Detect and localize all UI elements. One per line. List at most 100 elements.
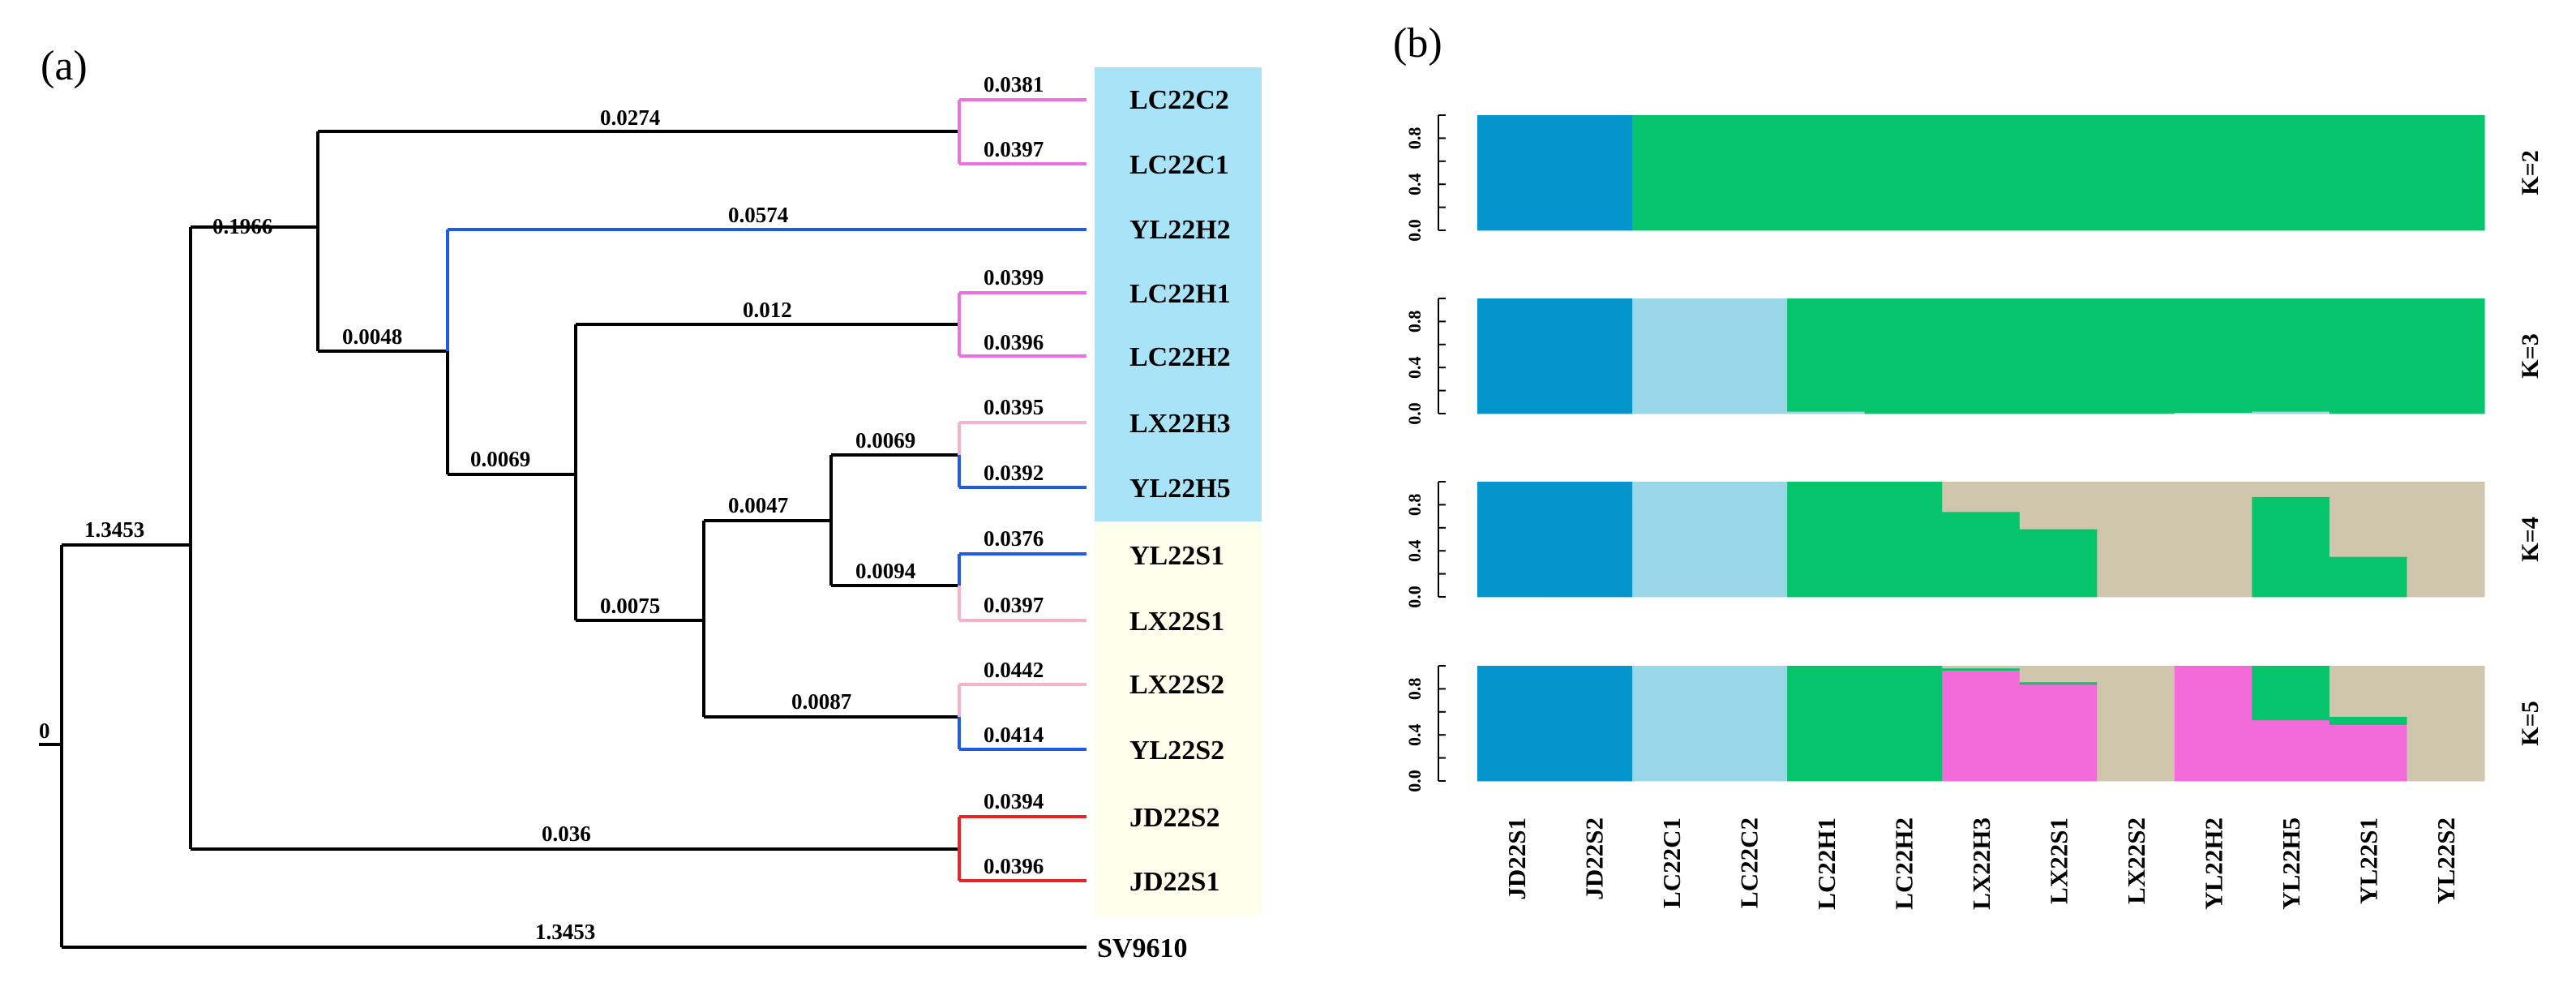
bar-segment — [1787, 115, 1866, 231]
bar-segment — [2252, 666, 2330, 721]
label-root: 0 — [39, 719, 50, 743]
leaf-name: YL22S2 — [1129, 736, 1224, 766]
bar-segment — [2097, 666, 2175, 782]
bar-segment — [1632, 115, 1711, 231]
bar-segment — [2097, 482, 2175, 598]
sample-label: LX22S2 — [2122, 817, 2150, 904]
sample-label: LC22H1 — [1812, 817, 1841, 910]
bar-segment — [1709, 115, 1788, 231]
bar-segment — [2174, 115, 2252, 231]
bar-segment — [1942, 667, 2021, 671]
bar-segment — [2329, 482, 2408, 557]
label-clade-h2-rest: 0.0048 — [342, 324, 402, 349]
label-lc22c1: 0.0397 — [984, 137, 1044, 161]
k-label: K=5 — [2517, 701, 2544, 745]
bar-segment — [1864, 482, 1943, 598]
leaf-name: SV9610 — [1097, 933, 1187, 963]
bar-segment — [1864, 115, 1943, 231]
y-tick-label: 0.0 — [1404, 219, 1425, 242]
bar-segment — [2252, 115, 2330, 231]
y-tick-label: 0.4 — [1404, 356, 1425, 379]
y-tick-label: 0.0 — [1404, 402, 1425, 425]
y-tick-label: 0.8 — [1404, 678, 1425, 701]
bar-segment — [1477, 298, 1556, 414]
bar-segment — [1554, 482, 1633, 598]
label-lx22s1: 0.0397 — [984, 593, 1044, 617]
bar-segment — [1942, 670, 2021, 782]
bar-segment — [1864, 298, 1943, 414]
label-rest-clade: 0.0069 — [470, 447, 530, 471]
structure-plot-K=5: 0.0 0.4 0.8 K=5 — [1404, 665, 2544, 792]
label-lx22h3: 0.0395 — [984, 395, 1044, 419]
bar-segment — [2174, 482, 2252, 598]
y-tick-label: 0.8 — [1404, 127, 1425, 150]
structure-plots: 0.00.40.8K=20.00.40.8K=30.00.40.8K=40.00… — [1404, 114, 2544, 792]
leaf-name: LC22H2 — [1129, 342, 1231, 372]
bar-segment — [1942, 511, 2021, 598]
y-tick-label: 0.8 — [1404, 494, 1425, 517]
bar-segment — [2019, 681, 2098, 685]
panel-a-tree: (a) — [39, 43, 1262, 963]
structure-plot-K=4: 0.0 0.4 0.8 K=4 — [1404, 481, 2544, 608]
bar-segment — [2097, 115, 2175, 231]
leaf-name: YL22H2 — [1129, 215, 1231, 245]
bar-segment — [2097, 298, 2175, 414]
bar-segment — [2329, 298, 2408, 414]
bar-segment — [2019, 482, 2098, 530]
bar-segment — [2407, 666, 2485, 782]
bar-segment — [1787, 666, 1866, 782]
bar-segment — [2252, 496, 2330, 598]
panel-b-label: (b) — [1393, 20, 1442, 66]
bar-segment — [1632, 666, 1711, 782]
label-lc22h1: 0.0399 — [984, 265, 1044, 290]
label-sv9610: 1.3453 — [535, 920, 595, 944]
bar-segment — [1477, 115, 1556, 231]
k-label: K=4 — [2517, 517, 2544, 561]
bar-segment — [1787, 298, 1866, 412]
bar-segment — [2019, 666, 2098, 683]
bar-segment — [2329, 724, 2408, 782]
label-s2-clade: 0.0087 — [791, 689, 851, 714]
bar-segment — [2019, 684, 2098, 782]
sample-label: LC22C2 — [1734, 817, 1763, 908]
k-label: K=3 — [2517, 333, 2544, 378]
sample-label: LC22C1 — [1657, 817, 1686, 908]
label-lx22s2: 0.0442 — [984, 658, 1044, 682]
bar-segment — [2329, 556, 2408, 598]
leaf-name: JD22S1 — [1129, 867, 1219, 897]
label-yl22s2: 0.0414 — [984, 723, 1044, 747]
label-jd-clade: 0.036 — [542, 822, 591, 846]
bar-segment — [2407, 298, 2485, 414]
structure-plot-K=2: 0.0 0.4 0.8 K=2 — [1404, 114, 2544, 242]
sample-label: LC22H2 — [1889, 817, 1918, 910]
structure-plot-K=3: 0.0 0.4 0.8 K=3 — [1404, 298, 2544, 425]
bar-segment — [1477, 482, 1556, 598]
label-s1-clade: 0.0094 — [855, 559, 915, 583]
bar-segment — [2329, 115, 2408, 231]
bar-segment — [1787, 482, 1866, 598]
leaf-name: JD22S2 — [1129, 803, 1219, 833]
bar-segment — [2174, 298, 2252, 413]
leaf-name: LC22H1 — [1129, 279, 1231, 309]
sample-label: YL22S1 — [2355, 817, 2383, 904]
leaf-name: LX22H3 — [1129, 409, 1231, 439]
bar-segment — [1477, 666, 1556, 782]
sample-label: JD22S2 — [1579, 817, 1608, 900]
bar-segment — [1554, 115, 1633, 231]
bar-segment — [1632, 482, 1711, 598]
leaf-name: YL22H5 — [1129, 474, 1231, 504]
bar-segment — [2174, 412, 2252, 414]
sample-label: YL22S2 — [2432, 817, 2460, 904]
clade-h-background — [1095, 67, 1262, 521]
leaf-name: LC22C1 — [1129, 150, 1229, 180]
sample-label: YL22H2 — [2200, 817, 2228, 910]
bar-segment — [1709, 482, 1788, 598]
leaf-name: LX22S2 — [1129, 670, 1224, 700]
sample-label: LX22H3 — [1967, 817, 1995, 910]
clade-s-background — [1095, 521, 1262, 916]
bar-segment — [2329, 716, 2408, 725]
label-h3-h5-clade: 0.0069 — [855, 428, 915, 453]
y-tick-label: 0.0 — [1404, 770, 1425, 792]
label-jd22s2: 0.0394 — [984, 789, 1044, 813]
